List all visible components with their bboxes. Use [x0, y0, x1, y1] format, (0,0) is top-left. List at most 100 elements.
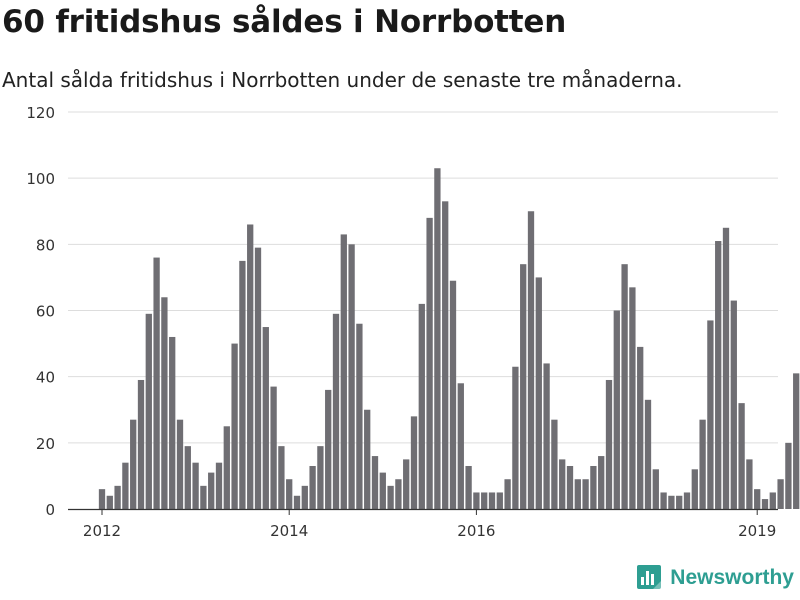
bar [613, 310, 620, 509]
bar [629, 287, 636, 509]
bar [114, 485, 121, 509]
bar [106, 495, 113, 509]
bar [239, 260, 246, 510]
bar [512, 366, 519, 509]
y-tick-label: 0 [45, 501, 55, 519]
bar [130, 419, 137, 509]
bar [356, 323, 363, 509]
bar [746, 459, 753, 510]
bar [574, 479, 581, 509]
bar [332, 313, 340, 509]
bar [176, 419, 184, 509]
bar [777, 479, 784, 509]
bar [442, 201, 449, 509]
chart-subtitle: Antal sålda fritidshus i Norrbotten unde… [2, 68, 683, 92]
x-tick-label: 2019 [738, 522, 776, 540]
bar [153, 257, 160, 509]
bar [410, 416, 418, 509]
bar [254, 247, 262, 509]
chart-title: 60 fritidshus såldes i Norrbotten [2, 4, 567, 40]
bar [122, 462, 129, 509]
y-tick-label: 100 [26, 170, 55, 188]
bar [691, 469, 698, 509]
y-axis-ticks: 0 20 40 60 80 100 120 [26, 104, 55, 519]
bar [364, 409, 371, 509]
bar [644, 399, 652, 509]
bar [293, 495, 301, 509]
bar [317, 446, 324, 509]
bar [504, 479, 511, 509]
bar [722, 227, 730, 510]
bar [543, 363, 550, 509]
bar [769, 492, 776, 509]
bar [286, 479, 293, 509]
bar [278, 446, 285, 509]
y-tick-label: 60 [36, 303, 55, 321]
bar [761, 499, 769, 509]
bar [169, 336, 176, 509]
y-tick-label: 20 [36, 435, 55, 453]
bar [535, 277, 542, 509]
bar [215, 462, 223, 509]
bar [738, 403, 745, 509]
bar [434, 168, 441, 510]
bar [418, 303, 425, 509]
bar [793, 373, 800, 509]
bar [754, 489, 761, 509]
bar [676, 495, 683, 509]
bar [325, 389, 332, 509]
bar [262, 327, 269, 509]
bar [137, 379, 145, 509]
bar [208, 472, 215, 509]
bar [520, 264, 527, 509]
brand-name: Newsworthy [670, 566, 794, 589]
bar [457, 383, 464, 509]
bar [301, 485, 308, 509]
newsworthy-logo: Newsworthy [636, 564, 794, 592]
bar [449, 280, 457, 509]
bar [309, 465, 316, 509]
bar [184, 446, 191, 509]
bar [387, 485, 394, 509]
x-tick-label: 2014 [270, 522, 308, 540]
x-tick-label: 2012 [83, 522, 121, 540]
bar [683, 492, 691, 509]
bar [566, 465, 574, 509]
bar [395, 479, 402, 509]
bar [551, 419, 558, 509]
newsworthy-icon [637, 565, 662, 589]
bar [660, 492, 667, 509]
bar-series [98, 168, 800, 510]
y-tick-label: 120 [26, 104, 55, 122]
bar [590, 465, 597, 509]
bar [652, 469, 659, 509]
bar [605, 379, 613, 509]
bar [161, 297, 168, 509]
bar [527, 211, 535, 509]
bar [559, 459, 566, 510]
y-tick-label: 40 [36, 369, 55, 387]
bar [270, 386, 277, 509]
bar [582, 479, 589, 509]
bar [223, 426, 230, 509]
bar [192, 462, 199, 509]
bar [231, 343, 238, 509]
bar [707, 320, 714, 509]
bar [785, 442, 792, 509]
bar [637, 346, 644, 509]
bar [348, 244, 355, 509]
bar [481, 492, 488, 509]
bar [403, 459, 410, 510]
bar [668, 495, 675, 509]
bar [473, 492, 480, 509]
y-tick-label: 80 [36, 236, 55, 254]
bar [715, 241, 722, 509]
bar [488, 492, 496, 509]
bar [496, 492, 503, 509]
bar [340, 234, 347, 509]
bar [98, 489, 106, 509]
x-tick-label: 2016 [457, 522, 495, 540]
bar [379, 472, 386, 509]
bar [200, 485, 207, 509]
